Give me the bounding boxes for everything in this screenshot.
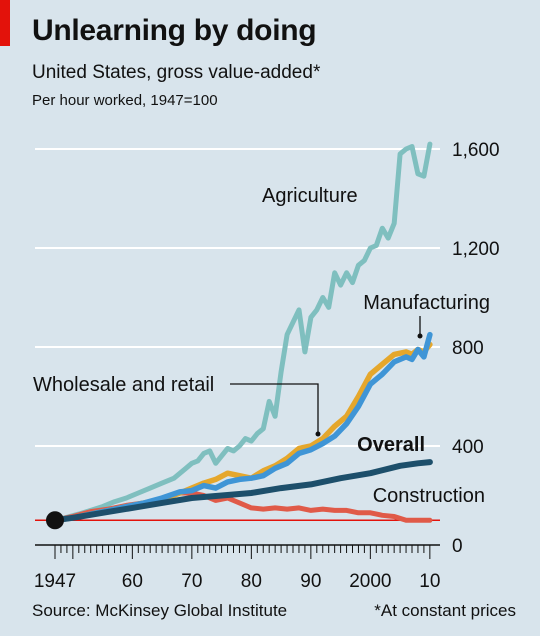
accent-bar [0, 0, 10, 46]
agriculture-series-line [52, 141, 433, 523]
y-tick-label: 400 [452, 437, 484, 458]
x-axis: 1947 60 70 80 90 2000 10 [34, 544, 440, 592]
wholesale-callout-dot [315, 431, 321, 437]
footnote: *At constant prices [374, 601, 516, 620]
manufacturing-callout-dot [417, 333, 423, 339]
y-tick-label: 1,200 [452, 239, 500, 260]
overall-label: Overall [357, 434, 425, 456]
wholesale-callout-line [230, 383, 319, 432]
x-tick-label: 60 [122, 571, 143, 592]
chart-title: Unlearning by doing [32, 14, 317, 47]
x-tick-label: 80 [241, 571, 262, 592]
y-axis-tick-labels: 400 800 1,200 1,600 0 [452, 140, 500, 557]
label-callouts [230, 316, 423, 437]
y-tick-label: 0 [452, 536, 463, 557]
series-lines [35, 141, 440, 530]
x-tick-label: 90 [300, 571, 321, 592]
construction-label: Construction [373, 485, 485, 507]
x-tick-label: 1947 [34, 571, 76, 592]
wholesale_retail-label: Wholesale and retail [33, 374, 214, 396]
y-tick-label: 1,600 [452, 140, 500, 161]
agriculture-label: Agriculture [262, 185, 358, 207]
x-tick-label: 10 [419, 571, 440, 592]
x-tick-label: 2000 [349, 571, 391, 592]
start-point-marker [46, 511, 64, 530]
y-tick-label: 800 [452, 338, 484, 359]
x-tick-label: 70 [181, 571, 202, 592]
chart-unit-note: Per hour worked, 1947=100 [32, 92, 218, 109]
overall-series-line [52, 459, 433, 524]
series-labels: Agriculture Manufacturing Wholesale and re… [33, 185, 490, 507]
manufacturing-label: Manufacturing [363, 292, 490, 314]
source-note: Source: McKinsey Global Institute [32, 601, 288, 620]
chart-subtitle: United States, gross value-added* [32, 62, 321, 83]
